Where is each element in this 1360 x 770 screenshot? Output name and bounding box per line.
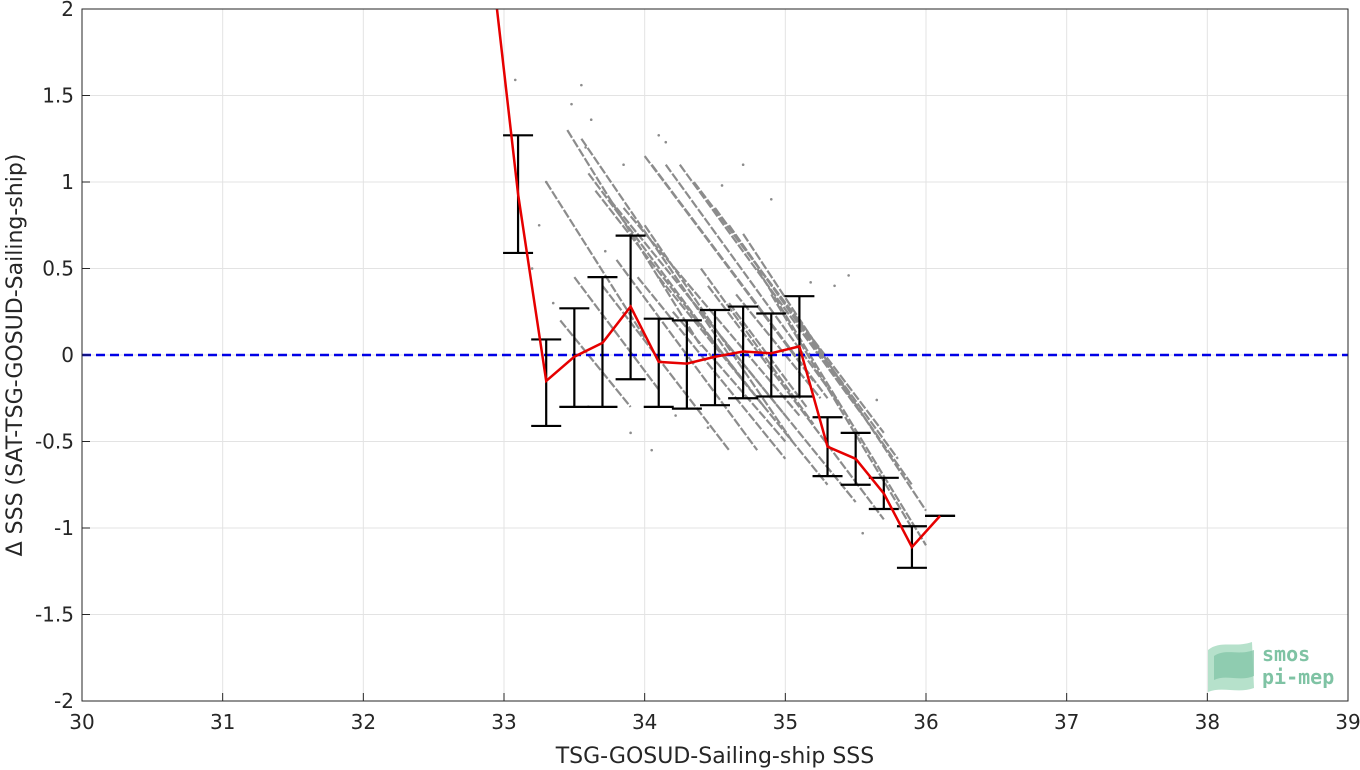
x-tick-label-8: 38 [1195,710,1220,734]
scatter-point-16 [769,198,773,201]
y-tick-label-3: -0.5 [35,430,74,454]
mean-line [495,8,941,550]
scatter-point-23 [551,301,555,305]
scatter-point-3 [657,133,661,137]
scatter-point-11 [664,140,668,144]
scatter-point-6 [570,102,573,106]
scatter-track-16 [770,293,913,529]
scatter-point-10 [530,267,534,270]
scatter-track-14 [742,233,927,512]
scatter-track-25 [671,311,787,443]
scatter-point-4 [741,163,745,166]
scatter-point-17 [622,163,625,166]
y-axis-ticks: -2 -1.5 -1 -0.5 0 0.5 1 1.5 2 [35,0,90,713]
scatter-track-6 [622,207,801,417]
scatter-track-0 [545,181,646,339]
errorbar-1 [531,338,562,428]
scatter-track-22 [707,285,885,521]
scatter-point-9 [861,531,864,535]
scatter-track-15 [756,267,927,546]
scatter-point-8 [875,398,879,402]
x-axis-ticks: 30 31 32 33 34 35 36 37 38 39 [69,693,1360,734]
y-tick-label-1: -1.5 [35,603,74,627]
x-tick-label-7: 37 [1054,710,1079,734]
scatter-point-5 [544,180,548,184]
y-tick-label-0: -2 [54,689,74,713]
scatter-point-20 [809,281,812,284]
x-tick-label-2: 32 [351,710,376,734]
y-axis-label: Δ SSS (SAT-TSG-GOSUD-Sailing-ship) [3,154,28,557]
errorbar-9 [756,312,787,398]
scatter-track-3 [587,172,745,382]
logo-wave-icon-2 [1214,650,1254,680]
scatter-point-0 [513,78,517,82]
scatter-point-12 [629,431,632,435]
scatter-track-28 [700,267,815,425]
x-tick-label-1: 31 [210,710,235,734]
x-tick-label-5: 35 [773,710,798,734]
y-tick-label-6: 1 [61,170,74,194]
x-tick-label-4: 34 [632,710,657,734]
scatter-point-13 [650,448,653,452]
scatter-point-1 [580,83,583,87]
scatter-point-19 [674,414,677,417]
smos-pi-mep-logo: smos pi-mep [1208,642,1334,692]
scatter-point-14 [833,284,836,288]
x-tick-label-3: 33 [491,710,516,734]
scatter-track-9 [664,164,843,408]
scatter-point-24 [603,249,607,253]
logo-text-pi-mep: pi-mep [1262,665,1334,689]
scatter-track-26 [728,302,808,408]
scatter-track-19 [636,276,787,460]
scatter-point-21 [706,426,710,429]
y-tick-label-4: 0 [61,343,74,367]
x-axis-label: TSG-GOSUD-Sailing-ship SSS [555,744,875,769]
x-tick-label-0: 30 [69,710,94,734]
scatter-point-18 [584,146,587,149]
scatter-track-8 [650,164,829,399]
scatter-track-24 [573,276,660,391]
scatter-point-7 [847,274,850,277]
scatter-point-22 [720,184,724,187]
scatter-track-27 [735,293,822,399]
y-tick-label-7: 1.5 [42,84,74,108]
y-tick-label-2: -1 [54,516,74,540]
scatter-track-1 [566,129,702,347]
scatter-point-15 [537,223,541,227]
x-tick-label-6: 36 [913,710,938,734]
scatter-track-23 [559,319,632,408]
logo-text-smos: smos [1262,642,1310,666]
scatter-point-2 [589,118,593,122]
y-tick-label-5: 0.5 [42,257,74,281]
y-tick-label-8: 2 [61,0,74,21]
x-tick-label-9: 39 [1335,710,1360,734]
scatter-track-17 [601,285,730,451]
